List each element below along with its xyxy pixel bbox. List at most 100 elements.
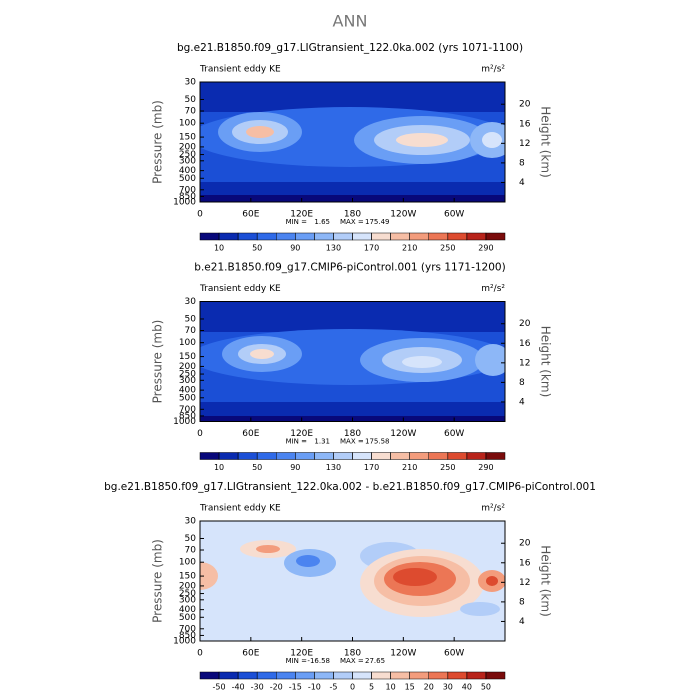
- y2-tick-label: 4: [519, 397, 525, 407]
- y-tick-label: 200: [179, 362, 196, 372]
- colorbar-label: 10: [386, 683, 396, 692]
- min-label: MIN =: [286, 657, 308, 665]
- y2-tick-label: 16: [519, 119, 531, 129]
- colorbar-box: [485, 452, 506, 460]
- colorbar-label: 130: [326, 244, 341, 253]
- max-label: MAX =: [340, 218, 364, 226]
- y2-axis-title: Height (km): [539, 106, 553, 177]
- colorbar-label: 20: [424, 683, 434, 692]
- max-label: MAX =: [340, 438, 364, 446]
- colorbar-box: [295, 232, 315, 241]
- colorbar-label: 30: [443, 683, 453, 692]
- y-tick-label: 400: [179, 386, 196, 396]
- units-label: m²/s²: [481, 284, 505, 294]
- y-tick-label: 250: [179, 589, 196, 599]
- colorbar-box: [314, 232, 334, 241]
- y2-axis-title: Height (km): [539, 545, 553, 616]
- y-tick-label: 250: [179, 370, 196, 380]
- colorbar-box: [295, 671, 315, 680]
- colorbar-label: 50: [252, 463, 262, 472]
- colorbar-label: -50: [213, 683, 226, 692]
- y-tick-label: 850: [179, 631, 196, 641]
- y-tick-label: 850: [179, 411, 196, 421]
- contour-field: [200, 302, 505, 422]
- y2-tick-label: 8: [519, 597, 525, 607]
- y-tick-label: 70: [185, 545, 197, 555]
- y2-tick-label: 12: [519, 358, 530, 368]
- y2-tick-label: 20: [519, 539, 531, 549]
- x-tick-label: 180: [344, 210, 361, 220]
- colorbar-box: [199, 671, 220, 680]
- contour-field: [200, 82, 505, 202]
- y2-tick-label: 12: [519, 578, 530, 588]
- y-tick-label: 1000: [173, 637, 196, 647]
- y-tick-label: 300: [179, 376, 196, 386]
- panel-subtitle: b.e21.B1850.f09_g17.CMIP6-piControl.001 …: [194, 262, 505, 274]
- y-tick-label: 700: [179, 405, 196, 415]
- colorbar-label: 90: [290, 463, 300, 472]
- max-value: 175.49: [365, 218, 390, 226]
- x-tick-label: 120E: [290, 649, 313, 659]
- x-tick-label: 60W: [444, 649, 464, 659]
- colorbar-label: 210: [402, 463, 417, 472]
- y-tick-label: 500: [179, 613, 196, 623]
- y2-tick-label: 8: [519, 158, 525, 168]
- x-tick-label: 60W: [444, 429, 464, 439]
- y-tick-label: 150: [179, 352, 196, 362]
- colorbar-box: [352, 671, 372, 680]
- y-tick-label: 70: [185, 326, 197, 336]
- colorbar-label: -30: [251, 683, 264, 692]
- colorbar-box: [256, 671, 277, 680]
- colorbar-label: -5: [329, 683, 337, 692]
- colorbar-label: 10: [214, 463, 224, 472]
- y-tick-label: 30: [185, 517, 197, 527]
- colorbar-box: [314, 452, 334, 460]
- y2-tick-label: 16: [519, 339, 531, 349]
- y-tick-label: 250: [179, 150, 196, 160]
- y-tick-label: 150: [179, 133, 196, 143]
- y-tick-label: 50: [185, 314, 197, 324]
- colorbar-box: [218, 452, 239, 460]
- y2-tick-label: 16: [519, 558, 531, 568]
- colorbar-box: [371, 452, 391, 460]
- y-tick-label: 500: [179, 393, 196, 403]
- y-tick-label: 500: [179, 174, 196, 184]
- y-tick-label: 150: [179, 572, 196, 582]
- colorbar-box: [314, 671, 334, 680]
- colorbar-box: [447, 232, 468, 241]
- y2-tick-label: 4: [519, 617, 525, 627]
- y-tick-label: 200: [179, 142, 196, 152]
- colorbar-box: [276, 232, 296, 241]
- y-tick-label: 300: [179, 156, 196, 166]
- x-tick-label: 120W: [390, 210, 416, 220]
- min-value: 1.31: [314, 438, 330, 446]
- y-axis-title: Pressure (mb): [151, 539, 165, 623]
- colorbar-box: [390, 232, 410, 241]
- y-axis-title: Pressure (mb): [151, 100, 165, 184]
- colorbar-label: 250: [440, 463, 455, 472]
- field-label: Transient eddy KE: [199, 504, 281, 514]
- y-tick-label: 700: [179, 624, 196, 634]
- y2-tick-label: 20: [519, 100, 531, 110]
- min-label: MIN =: [286, 438, 308, 446]
- colorbar-box: [256, 232, 277, 241]
- y-tick-label: 30: [185, 78, 197, 88]
- max-label: MAX =: [340, 657, 364, 665]
- colorbar-label: -20: [270, 683, 283, 692]
- colorbar-box: [466, 671, 487, 680]
- colorbar-box: [276, 452, 296, 460]
- colorbar-box: [333, 671, 353, 680]
- colorbar-box: [428, 671, 449, 680]
- colorbar-box: [485, 671, 506, 680]
- max-value: 175.58: [365, 438, 390, 446]
- x-tick-label: 180: [344, 649, 361, 659]
- colorbar-box: [447, 452, 468, 460]
- colorbar-label: 90: [290, 244, 300, 253]
- y-tick-label: 1000: [173, 198, 196, 208]
- colorbar-box: [333, 232, 353, 241]
- contour-field: [200, 521, 505, 641]
- x-tick-label: 60E: [242, 429, 259, 439]
- colorbar-box: [447, 671, 468, 680]
- colorbar-box: [352, 452, 372, 460]
- x-tick-label: 120E: [290, 210, 313, 220]
